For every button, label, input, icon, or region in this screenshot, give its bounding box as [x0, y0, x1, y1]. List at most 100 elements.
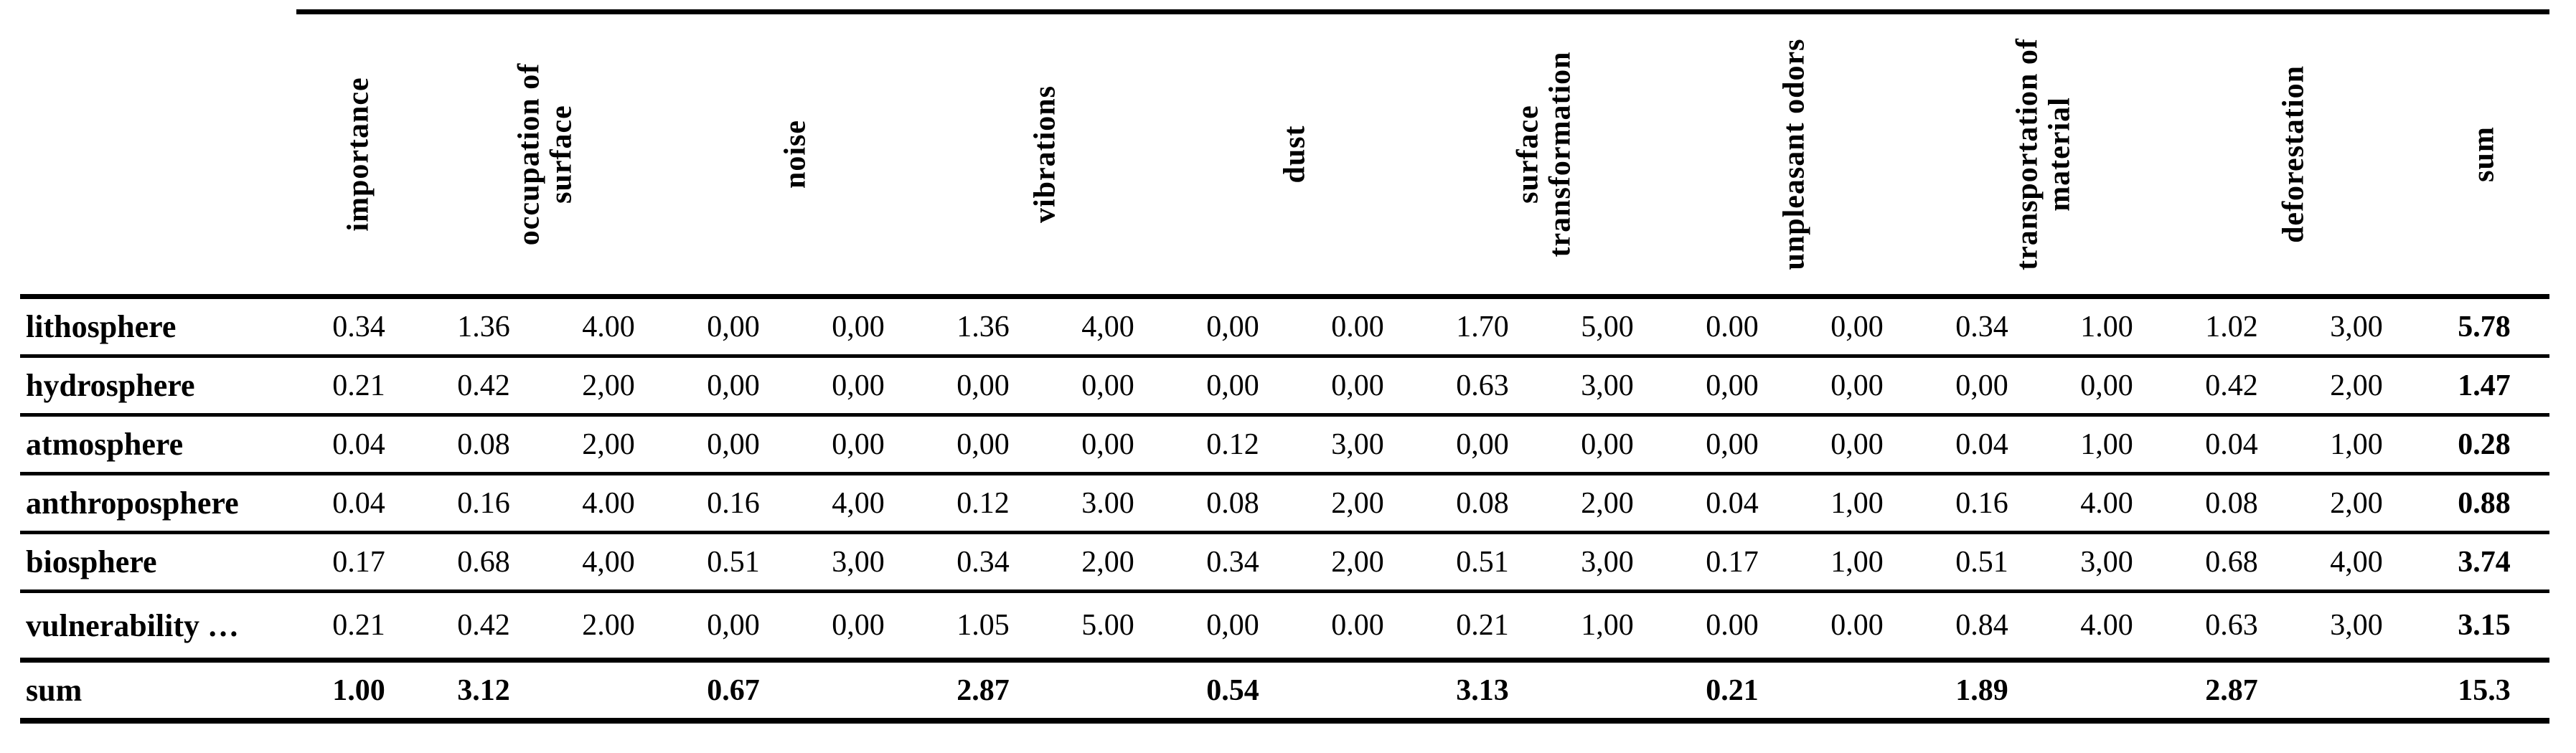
cell: 1.89 [1919, 658, 2044, 724]
cell: 3.13 [1420, 658, 1545, 724]
column-header-label: occupation of surface [512, 62, 578, 246]
cell: 0,00 [921, 356, 1045, 417]
cell: 0.21 [296, 356, 421, 417]
cell: 2,00 [1295, 473, 1420, 534]
cell: 0,00 [671, 415, 796, 475]
paper-table-page: importance occupation of surface noise vibr… [0, 9, 2576, 753]
column-header-importance: importance [296, 9, 421, 299]
column-header-label: sum [2467, 126, 2501, 182]
row-sum-value: 5.78 [2419, 296, 2549, 358]
cell: 1.00 [2044, 296, 2169, 358]
cell: 2,00 [546, 356, 671, 417]
cell: 0.16 [1919, 473, 2044, 534]
cell: 0.16 [421, 473, 546, 534]
cell [1045, 658, 1170, 724]
cell: 0.17 [1670, 532, 1795, 593]
row-sum-value: 3.15 [2419, 591, 2549, 662]
cell: 2,00 [2294, 473, 2419, 534]
cell: 0,00 [1170, 356, 1295, 417]
cell: 0,00 [796, 415, 921, 475]
column-header-occupation-of: occupation of surface [421, 9, 671, 299]
cell: 0.34 [296, 296, 421, 358]
cell: 3,00 [2044, 532, 2169, 593]
cell: 0,00 [921, 415, 1045, 475]
cell: 4,00 [546, 532, 671, 593]
cell: 0.54 [1170, 658, 1295, 724]
cell [1795, 658, 1919, 724]
cell: 0.21 [296, 591, 421, 662]
cell: 0,00 [671, 591, 796, 662]
column-header-unpleasant-odors: unpleasant odors [1670, 9, 1919, 299]
column-header-label: dust [1278, 125, 1312, 184]
row-atmosphere: atmosphere 0.04 0.08 2,00 0,00 0,00 0,00 0,00 0.… [20, 415, 2549, 475]
cell: 0.68 [421, 532, 546, 593]
cell: 0.63 [1420, 356, 1545, 417]
column-header-label: surface transformation [1511, 51, 1577, 257]
cell: 0,00 [1670, 356, 1795, 417]
cell: 5.00 [1045, 591, 1170, 662]
cell: 0,00 [2044, 356, 2169, 417]
cell: 0.68 [2169, 532, 2294, 593]
cell: 0.04 [1670, 473, 1795, 534]
cell: 0,00 [1545, 415, 1670, 475]
cell: 1.36 [421, 296, 546, 358]
cell: 4,00 [1045, 296, 1170, 358]
cell: 0,00 [671, 296, 796, 358]
cell: 3.12 [421, 658, 546, 724]
cell: 0,00 [1919, 356, 2044, 417]
cell: 0.04 [296, 415, 421, 475]
cell: 0.04 [296, 473, 421, 534]
row-hydrosphere: hydrosphere 0.21 0.42 2,00 0,00 0,00 0,00 0,00 0… [20, 356, 2549, 417]
cell [546, 658, 671, 724]
cell: 0,00 [1420, 415, 1545, 475]
cell: 3,00 [1545, 356, 1670, 417]
cell: 0.04 [1919, 415, 2044, 475]
cell: 3,00 [2294, 296, 2419, 358]
corner-cell [20, 11, 296, 299]
column-header-label: transportation of material [2011, 38, 2077, 270]
cell: 1,00 [1545, 591, 1670, 662]
row-label: atmosphere [20, 415, 296, 475]
cell: 1,00 [1795, 473, 1919, 534]
cell: 2,00 [2294, 356, 2419, 417]
cell: 0.21 [1670, 658, 1795, 724]
row-anthroposphere: anthroposphere 0.04 0.16 4.00 0.16 4,00 0.12 3.… [20, 473, 2549, 534]
row-sum-value: 3.74 [2419, 532, 2549, 593]
table-body: lithosphere 0.34 1.36 4.00 0,00 0,00 1.36 4,00 0… [20, 296, 2549, 724]
cell: 0.08 [1420, 473, 1545, 534]
cell: 1,00 [2044, 415, 2169, 475]
cell: 0.51 [671, 532, 796, 593]
cell: 2.00 [546, 591, 671, 662]
cell: 4.00 [546, 473, 671, 534]
row-sum-value: 0.28 [2419, 415, 2549, 475]
cell: 0.08 [1170, 473, 1295, 534]
row-biosphere: biosphere 0.17 0.68 4,00 0.51 3,00 0.34 2,00 0.3… [20, 532, 2549, 593]
row-label: vulnerability … [20, 591, 296, 662]
cell: 0,00 [796, 356, 921, 417]
cell: 0.00 [1295, 591, 1420, 662]
cell: 3,00 [796, 532, 921, 593]
row-vulnerability: vulnerability … 0.21 0.42 2.00 0,00 0,00 1.05 5… [20, 591, 2549, 662]
cell: 0,00 [671, 356, 796, 417]
column-header-transportation-of: transportation of material [1919, 9, 2169, 299]
cell: 0.04 [2169, 415, 2294, 475]
table-header: importance occupation of surface noise vibr… [20, 9, 2549, 299]
column-header-sum: sum [2419, 9, 2549, 299]
column-header-vibrations: vibrations [921, 9, 1170, 299]
cell: 4.00 [2044, 473, 2169, 534]
cell: 0.12 [1170, 415, 1295, 475]
sum-row: sum 1.00 3.12 0.67 2.87 0.54 3.13 0.21 1.89 2.87 1… [20, 658, 2549, 724]
cell [796, 658, 921, 724]
cell: 1.36 [921, 296, 1045, 358]
row-label: anthroposphere [20, 473, 296, 534]
cell: 0.67 [671, 658, 796, 724]
cell: 0,00 [1295, 356, 1420, 417]
column-header-dust: dust [1170, 9, 1420, 299]
cell: 0.12 [921, 473, 1045, 534]
row-label: sum [20, 658, 296, 724]
cell: 0,00 [1795, 296, 1919, 358]
cell: 0,00 [1045, 415, 1170, 475]
cell: 0,00 [1795, 415, 1919, 475]
column-header-label: vibrations [1028, 85, 1062, 224]
row-label: lithosphere [20, 296, 296, 358]
